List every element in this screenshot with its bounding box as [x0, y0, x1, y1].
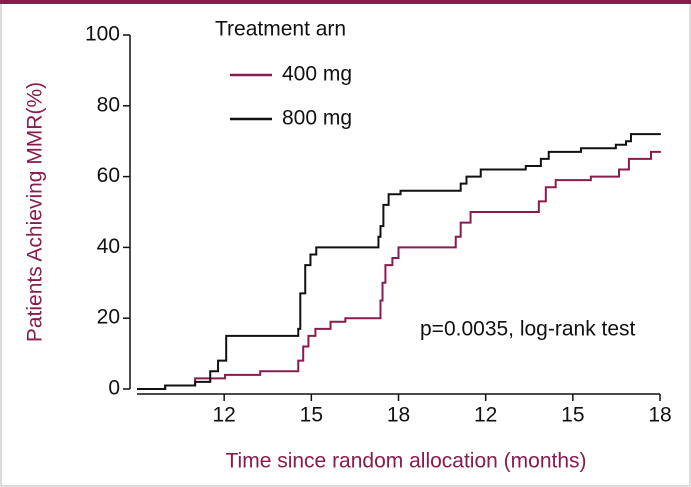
y-tick-label: 100 [85, 23, 120, 46]
legend-label: 800 mg [282, 107, 352, 130]
y-tick-label: 80 [97, 93, 120, 116]
annotation: p=0.0035, log-rank test [420, 318, 636, 341]
survival-line [137, 150, 661, 390]
y-tick-label: 60 [97, 164, 120, 187]
y-tick-label: 20 [97, 306, 120, 329]
y-tick-label: 40 [97, 235, 120, 258]
x-tick-label: 12 [474, 404, 497, 427]
x-tick-label: 12 [212, 404, 235, 427]
legend-title: Treatment arn [215, 18, 346, 41]
legend-label: 400 mg [282, 63, 352, 86]
survival-line [137, 133, 661, 390]
y-tick-label: 0 [108, 377, 120, 400]
x-tick-label: 15 [561, 404, 584, 427]
x-axis-label: Time since random allocation (months) [225, 450, 586, 473]
y-axis-label: Patients Achieving MMR(%) [24, 82, 47, 342]
x-tick-label: 15 [300, 404, 323, 427]
x-tick-label: 18 [648, 404, 671, 427]
x-tick-label: 18 [387, 404, 410, 427]
